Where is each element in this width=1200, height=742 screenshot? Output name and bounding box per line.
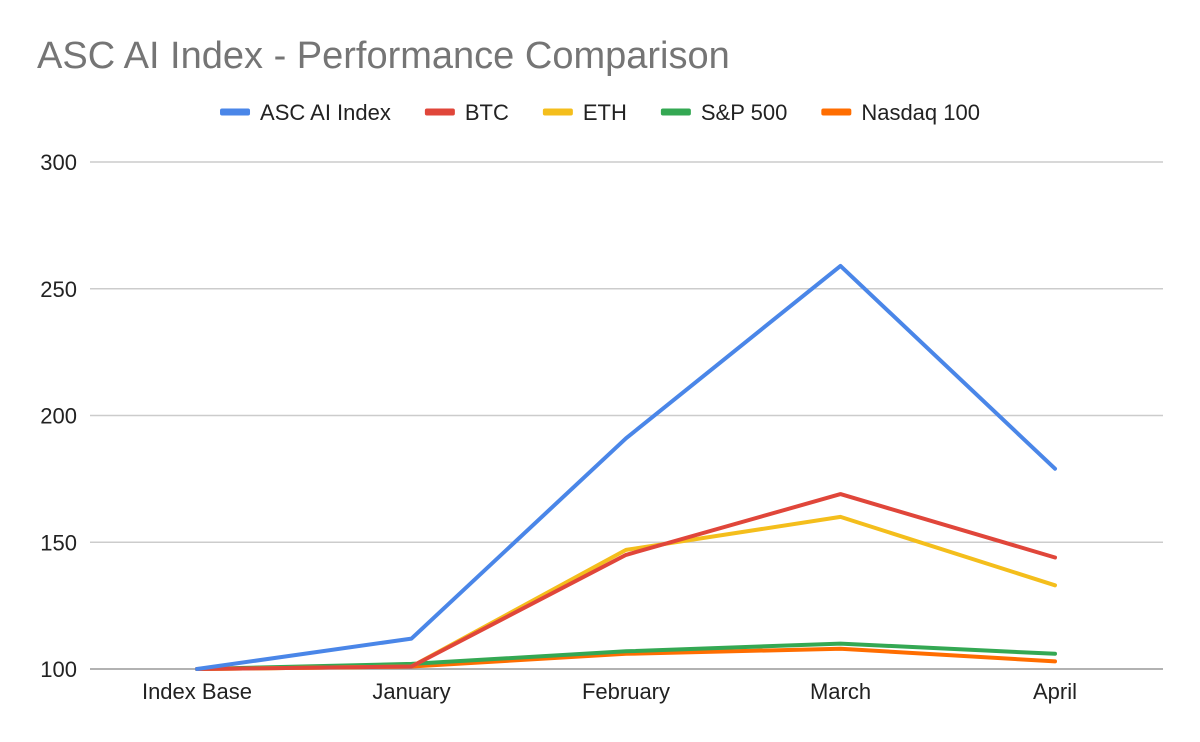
legend-label: ASC AI Index: [260, 100, 391, 125]
legend-swatch: [424, 108, 455, 116]
y-tick-label: 200: [40, 404, 77, 429]
y-tick-label: 100: [40, 657, 77, 682]
y-tick-label: 150: [40, 530, 77, 555]
series-line-s-p-500: [195, 641, 1057, 671]
x-tick-label: January: [372, 679, 450, 704]
legend-item: ASC AI Index: [220, 100, 391, 125]
legend-item: BTC: [424, 100, 509, 125]
legend-item: Nasdaq 100: [821, 100, 980, 125]
legend-swatch: [821, 108, 852, 116]
y-tick-label: 250: [40, 277, 77, 302]
legend-item: S&P 500: [660, 100, 787, 125]
y-axis: 100 150 200 250 300: [40, 150, 77, 682]
legend-label: S&P 500: [701, 100, 787, 125]
legend-label: Nasdaq 100: [861, 100, 980, 125]
series-line-btc: [195, 492, 1057, 671]
x-axis: Index Base January February March April: [142, 679, 1077, 704]
x-tick-label: April: [1033, 679, 1077, 704]
legend-label: BTC: [465, 100, 509, 125]
y-tick-label: 300: [40, 150, 77, 175]
legend-swatch: [542, 108, 573, 116]
legend-swatch: [220, 108, 251, 116]
grid: [90, 161, 1163, 670]
legend-swatch: [660, 108, 691, 116]
x-tick-label: March: [810, 679, 871, 704]
series-line-asc-ai-index: [195, 263, 1057, 671]
plot-area: [195, 263, 1057, 671]
legend-item: ETH: [542, 100, 627, 125]
x-tick-label: February: [582, 679, 670, 704]
x-tick-label: Index Base: [142, 679, 252, 704]
legend-label: ETH: [583, 100, 627, 125]
legend: ASC AI Index BTC ETH S&P 500 Nasdaq 100: [220, 100, 980, 125]
chart-title: ASC AI Index - Performance Comparison: [37, 35, 730, 77]
